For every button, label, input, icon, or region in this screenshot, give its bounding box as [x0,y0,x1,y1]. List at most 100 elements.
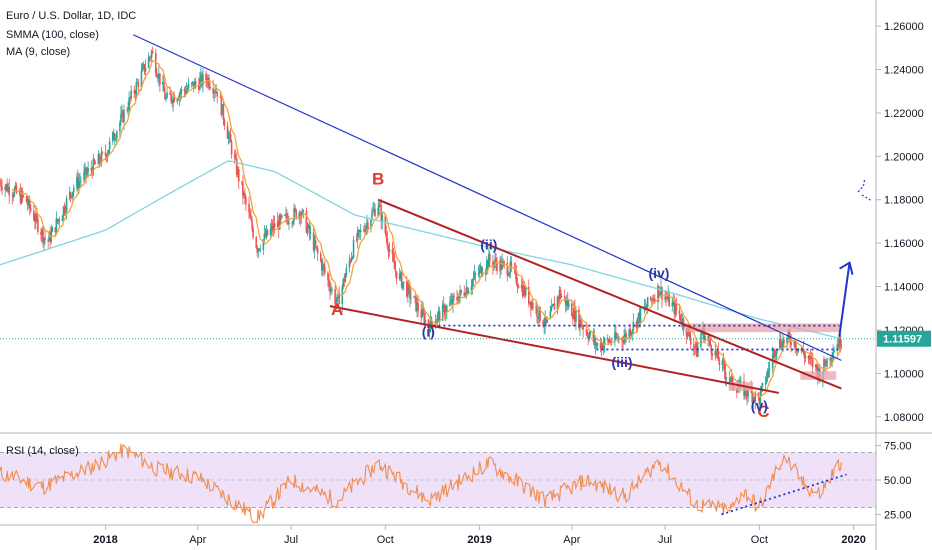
candle-body [250,217,252,220]
candle-body [150,51,153,58]
time-tick-label: Oct [751,534,768,546]
price-tick-label: 1.24000 [884,64,924,76]
candle-body [302,210,305,212]
candle-body [323,264,325,268]
candle-body [305,211,308,233]
candle-body [176,99,179,102]
candle-body [198,84,200,90]
candle-body [20,191,23,203]
candle-body [263,233,266,240]
candle-body [36,213,38,219]
indicator-smma-label: SMMA (100, close) [6,29,99,41]
candle-body [787,332,789,338]
time-tick-label: Jul [284,534,298,546]
candle-body [12,196,15,197]
candle-body [51,227,54,233]
candle-body [308,224,311,234]
candle-body [671,302,674,307]
candle-body [650,299,653,300]
candle-body [839,334,842,347]
candle-body [715,350,718,356]
candle-body [574,307,576,323]
candle-body [33,210,35,221]
time-tick-label: Apr [563,534,580,546]
candle-body [681,318,684,325]
candle-body [494,258,496,263]
candle-body [312,232,315,251]
candle-body [7,186,9,192]
candle-body [833,350,835,353]
candle-body [87,168,89,173]
candle-body [466,287,469,293]
candle-body [344,275,347,283]
candle-body [520,285,523,288]
candle-body [373,208,375,211]
candle-body [480,266,483,276]
candle-body [122,111,124,122]
candle-body [367,222,369,229]
candle-body [614,332,616,343]
candle-body [19,191,22,203]
candle-body [783,339,785,344]
candle-body [228,133,231,136]
candle-body [837,344,840,348]
candle-body [163,82,165,92]
candle-body [351,257,354,259]
candle-body [500,260,502,270]
candle-body [301,210,304,216]
candle-body [653,298,655,301]
candle-body [566,300,569,307]
candle-body [178,94,181,100]
candle-body [459,290,461,297]
candle-body [127,109,129,111]
candle-body [287,218,289,225]
candle-body [98,154,101,163]
candle-body [80,180,82,182]
candle-body [380,206,383,223]
price-tick-label: 1.26000 [884,21,924,33]
candle-body [692,344,695,348]
candle-body [560,296,563,298]
candle-body [666,297,668,300]
wave-label: (ii) [480,237,497,253]
candle-body [399,272,402,274]
supply-demand-zone [684,323,842,333]
candle-body [516,283,519,287]
candle-body [259,249,262,251]
rsi-title: RSI (14, close) [6,445,79,457]
candle-body [767,369,770,371]
candle-body [97,154,100,165]
candle-body [63,206,66,213]
candle-body [171,101,173,104]
candle-body [628,329,631,339]
candle-body [759,391,762,405]
candle-body [226,125,229,139]
candle-body [409,286,411,299]
candle-body [731,376,734,387]
candle-body [355,239,358,241]
candle-body [184,90,187,94]
candle-body [331,289,333,290]
candle-body [108,141,111,150]
candle-body [142,64,145,67]
candle-body [435,320,438,323]
candle-body [840,345,843,347]
candle-body [564,297,567,306]
candle-body [716,350,719,356]
candle-body [830,358,832,361]
candle-body [786,337,788,344]
candle-body [643,306,646,309]
candle-body [667,293,669,300]
candle-body [700,334,702,347]
candle-body [661,287,663,300]
candle-body [660,287,662,294]
candle-body [241,181,243,183]
candle-body [13,189,16,197]
candle-body [625,333,627,339]
candle-body [809,356,812,359]
candle-body [213,91,215,94]
candle-body [319,253,322,262]
candle-body [70,195,73,198]
candle-body [191,81,194,83]
